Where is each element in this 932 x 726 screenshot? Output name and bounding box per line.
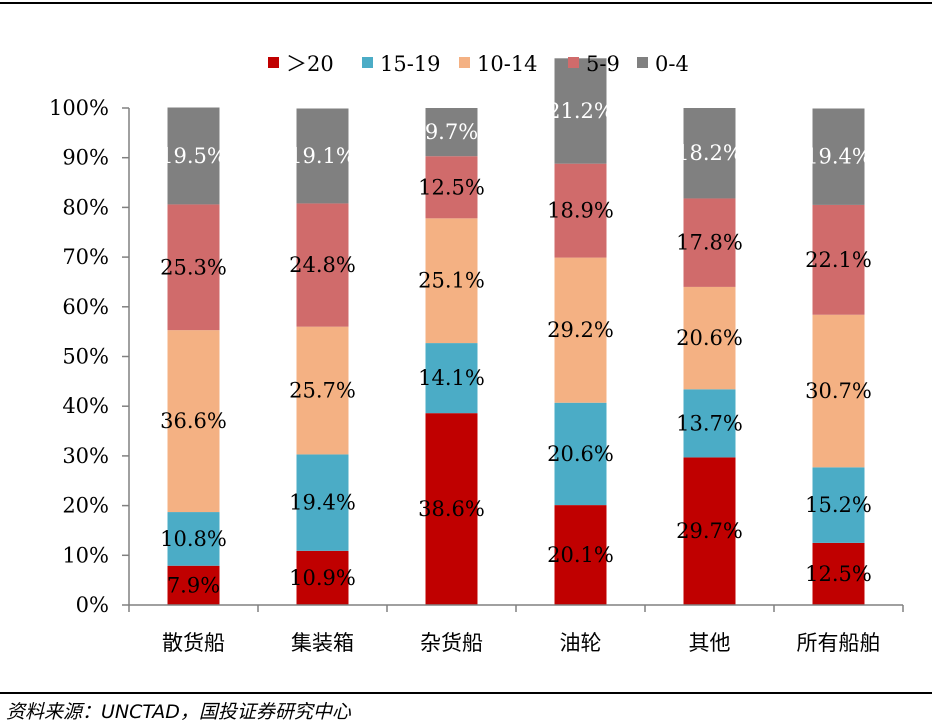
y-tick-label: 30%	[62, 444, 109, 468]
data-label: 19.5%	[160, 144, 227, 168]
data-label: 29.7%	[676, 519, 743, 543]
bar-segment	[554, 257, 607, 403]
bar-segment	[167, 330, 220, 513]
legend-swatch	[568, 57, 579, 68]
y-tick-label: 40%	[62, 394, 109, 418]
data-label: 14.1%	[418, 366, 485, 390]
data-label: 7.9%	[167, 573, 220, 597]
category-label: 所有船舶	[797, 631, 881, 655]
bar-segment	[425, 413, 478, 605]
legend-swatch	[268, 57, 279, 68]
top-rule	[0, 2, 932, 4]
bar-segment	[554, 505, 607, 605]
data-label: 18.9%	[547, 199, 614, 223]
bar-segment	[425, 108, 478, 157]
data-label: 15.2%	[805, 493, 872, 517]
bar-segment	[425, 156, 478, 219]
data-label: 29.2%	[547, 318, 614, 342]
bar-segment	[683, 286, 736, 390]
data-label: 19.4%	[289, 491, 356, 515]
data-label: 36.6%	[160, 409, 227, 433]
data-label: 9.7%	[425, 120, 478, 144]
bar-segment	[812, 314, 865, 468]
y-tick-label: 60%	[62, 295, 109, 319]
y-tick-label: 100%	[49, 96, 109, 120]
bar-segment	[167, 107, 220, 205]
stacked-bar-chart: 7.9% 10.8% 36.6% 25.3% 19.5% 散货船 10.9% 19.4% 25.…	[49, 52, 904, 655]
data-label: 20.6%	[547, 442, 614, 466]
bar-segment	[296, 550, 349, 605]
bar-segment	[296, 326, 349, 455]
data-label: 12.5%	[418, 175, 485, 199]
legend-label: 15-19	[380, 52, 441, 76]
bar-segment	[683, 389, 736, 458]
y-tick-label: 50%	[62, 345, 109, 369]
data-label: 25.1%	[418, 269, 485, 293]
data-label: 20.6%	[676, 326, 743, 350]
bar-segment	[683, 108, 736, 199]
data-label: 25.7%	[289, 379, 356, 403]
category-label: 杂货船	[420, 631, 483, 655]
category-label: 散货船	[162, 631, 225, 655]
data-label: 12.5%	[805, 562, 872, 586]
y-tick-label: 0%	[76, 593, 109, 617]
category-label: 其他	[689, 631, 731, 655]
bar-segment	[683, 457, 736, 605]
data-label: 19.1%	[289, 144, 356, 168]
data-label: 25.3%	[160, 255, 227, 279]
data-label: 13.7%	[676, 411, 743, 435]
legend-label: 5-9	[586, 52, 620, 76]
data-label: 38.6%	[418, 497, 485, 521]
data-label: 19.4%	[805, 145, 872, 169]
source-note: 资料来源：UNCTAD，国投证券研究中心	[6, 701, 351, 723]
legend-swatch	[362, 57, 373, 68]
legend-label: 10-14	[477, 52, 538, 76]
bar-segment	[425, 218, 478, 344]
bar-segment	[554, 163, 607, 258]
legend-swatch	[459, 57, 470, 68]
bar-segment	[167, 512, 220, 566]
data-label: 10.9%	[289, 566, 356, 590]
bar-segment	[812, 204, 865, 315]
data-label: 18.2%	[676, 141, 743, 165]
bottom-rule	[0, 692, 932, 694]
y-tick-label: 80%	[62, 195, 109, 219]
bar-segment	[167, 565, 220, 605]
data-label: 24.8%	[289, 253, 356, 277]
bar-segment	[812, 467, 865, 543]
bar-segment	[296, 108, 349, 204]
bar-segment	[812, 108, 865, 205]
bar-segment	[812, 542, 865, 605]
bar-segment	[683, 198, 736, 287]
bar-segment	[425, 343, 478, 414]
y-tick-label: 20%	[62, 494, 109, 518]
data-label: 21.2%	[547, 99, 614, 123]
legend-label: 0-4	[655, 52, 689, 76]
data-label: 10.8%	[160, 527, 227, 551]
bar-segment	[554, 402, 607, 506]
legend-label: ＞20	[286, 52, 334, 76]
bar-segment	[554, 58, 607, 164]
category-label: 集装箱	[291, 631, 354, 655]
y-tick-label: 90%	[62, 146, 109, 170]
bar-segment	[296, 203, 349, 327]
data-label: 20.1%	[547, 543, 614, 567]
bar-segment	[296, 454, 349, 551]
data-label: 17.8%	[676, 231, 743, 255]
legend-swatch	[637, 57, 648, 68]
bar-segment	[167, 204, 220, 331]
data-label: 22.1%	[805, 248, 872, 272]
y-tick-label: 70%	[62, 245, 109, 269]
data-label: 30.7%	[805, 379, 872, 403]
y-tick-label: 10%	[62, 543, 109, 567]
category-label: 油轮	[560, 631, 602, 655]
